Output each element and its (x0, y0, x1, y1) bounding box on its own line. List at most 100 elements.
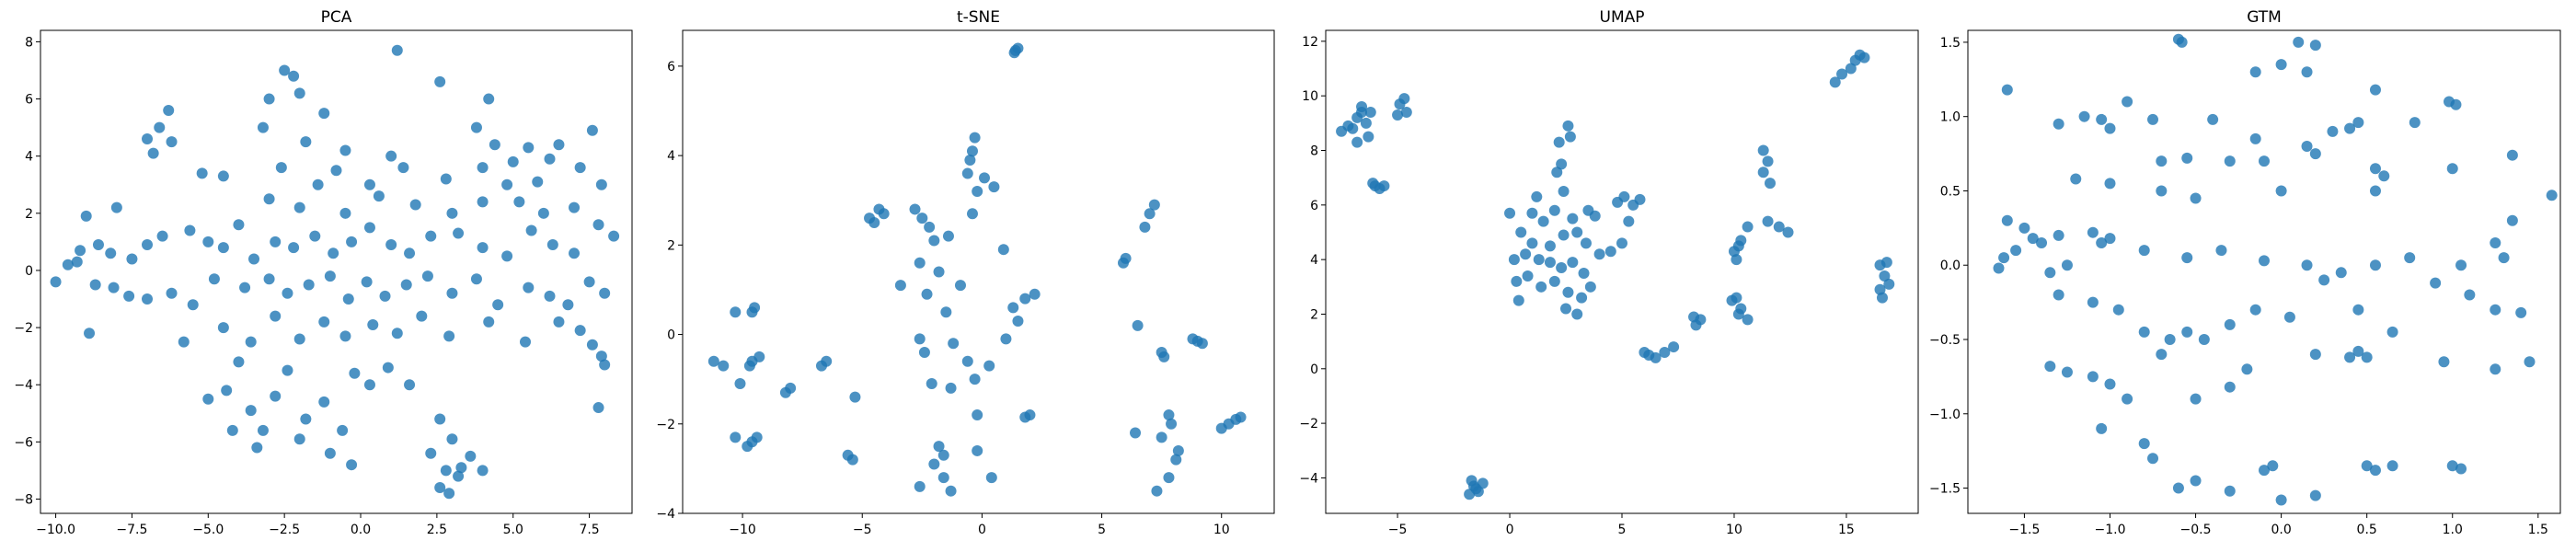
scatter-point (455, 462, 467, 474)
scatter-point (416, 310, 428, 322)
scatter-point (940, 306, 952, 318)
scatter-point (2104, 233, 2116, 245)
scatter-point (2438, 356, 2450, 368)
scatter-point (592, 219, 604, 231)
scatter-point (324, 447, 336, 459)
scatter-point (2138, 245, 2150, 257)
scatter-point (221, 385, 233, 397)
scatter-point (1398, 93, 1410, 105)
scatter-point (2181, 152, 2193, 164)
axes-frame (682, 29, 1275, 514)
scatter-point (470, 121, 482, 133)
scatter-point (202, 236, 214, 247)
scatter-point (1578, 267, 1590, 279)
scatter-point (2404, 252, 2416, 264)
scatter-point (914, 480, 926, 492)
x-tick-label: 5.0 (503, 523, 523, 537)
scatter-point (2309, 148, 2321, 160)
scatter-point (1526, 237, 1538, 249)
scatter-point (546, 238, 558, 250)
scatter-point (92, 238, 104, 250)
scatter-point (309, 230, 321, 242)
scatter-point (425, 230, 437, 242)
scatter-point (2112, 304, 2124, 316)
scatter-point (84, 328, 96, 339)
scatter-point (2515, 306, 2527, 318)
scatter-point (2344, 351, 2356, 363)
scatter-point (2293, 36, 2305, 48)
scatter-point (434, 482, 446, 494)
scatter-point (248, 253, 260, 265)
scatter-point (1132, 319, 1144, 331)
scatter-point (964, 154, 976, 166)
scatter-point (257, 424, 269, 436)
scatter-point (2369, 465, 2381, 477)
scatter-point (1576, 292, 1588, 304)
scatter-point (1008, 47, 1020, 59)
y-tick-label: 0.5 (1940, 184, 1961, 199)
scatter-point (2275, 185, 2287, 197)
scatter-point (1019, 293, 1031, 305)
scatter-point (933, 441, 945, 453)
scatter-point (2176, 36, 2188, 48)
scatter-point (2070, 173, 2082, 185)
scatter-point (2301, 66, 2313, 78)
scatter-point (1166, 418, 1178, 430)
scatter-point (553, 139, 565, 151)
scatter-point (233, 356, 245, 368)
scatter-point (361, 276, 373, 288)
scatter-point (2498, 252, 2510, 264)
scatter-point (2369, 259, 2381, 271)
scatter-point (196, 167, 208, 179)
y-tick-label: 8 (25, 35, 33, 50)
scatter-point (465, 450, 477, 462)
scatter-point (1634, 193, 1646, 205)
scatter-point (477, 465, 489, 477)
scatter-point (71, 256, 83, 268)
scatter-point (1845, 63, 1857, 75)
y-tick-label: 1.0 (1940, 110, 1961, 125)
scatter-point (945, 485, 957, 497)
scatter-point (1535, 281, 1547, 293)
scatter-point (2386, 326, 2398, 338)
scatter-point (2044, 361, 2056, 373)
scatter-point (270, 390, 282, 402)
scatter-point (342, 293, 354, 305)
x-tick-label: −5 (1388, 523, 1408, 537)
scatter-point (1567, 257, 1579, 269)
scatter-point (239, 282, 251, 293)
scatter-point (1170, 454, 1182, 466)
x-axis: −5 0 5 10 15 (1388, 513, 1855, 537)
scatter-point (1762, 155, 1774, 167)
scatter-point (2352, 117, 2364, 129)
x-tick-label: 2.5 (427, 523, 447, 537)
scatter-point (483, 93, 495, 105)
scatter-point (477, 242, 489, 254)
scatter-point (1564, 131, 1576, 143)
scatter-point (909, 203, 921, 215)
scatter-point (2267, 460, 2279, 472)
scatter-point (1156, 431, 1167, 443)
subplot-title: UMAP (1600, 8, 1645, 27)
scatter-point (282, 287, 293, 299)
scatter-point (969, 374, 981, 385)
scatter-point (2369, 84, 2381, 96)
scatter-point (1196, 338, 1208, 350)
scatter-point (2224, 318, 2236, 330)
scatter-point (586, 339, 598, 351)
scatter-point (2122, 96, 2133, 108)
y-tick-label: −2 (14, 321, 33, 336)
scatter-point (453, 470, 465, 482)
x-tick-label: −10.0 (36, 523, 75, 537)
scatter-point (453, 227, 465, 239)
scatter-point (2450, 98, 2462, 110)
y-tick-label: 0 (667, 328, 675, 343)
scatter-point (2001, 84, 2013, 96)
scatter-point (2455, 463, 2467, 475)
scatter-point (1360, 117, 1372, 129)
subplot-gtm: GTM −1.5 −1.0 −0.5 0.0 0.5 1.0 1.5 −1.5 −1.0 −0.… (1929, 8, 2561, 537)
scatter-point (501, 178, 513, 190)
scatter-point (1019, 411, 1031, 423)
scatter-point (849, 391, 861, 403)
scatter-point (1580, 237, 1592, 249)
